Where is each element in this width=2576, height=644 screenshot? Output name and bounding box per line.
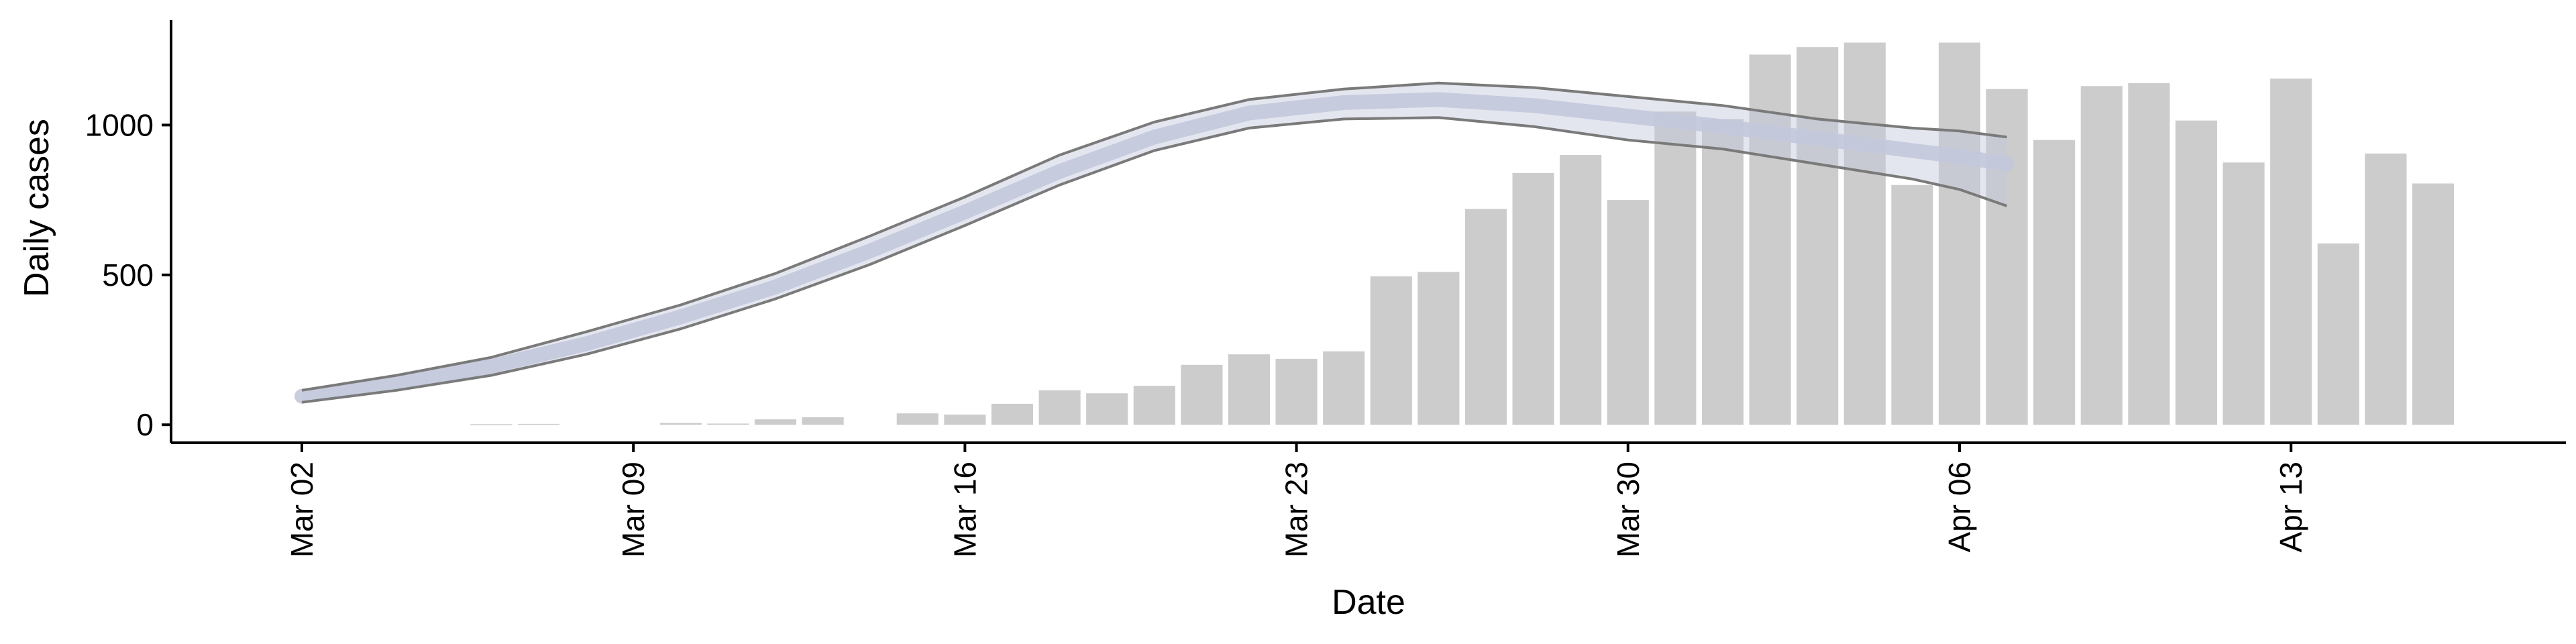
bar-20 xyxy=(1228,354,1271,425)
bar-35 xyxy=(1938,42,1981,425)
bar-9 xyxy=(707,423,749,425)
y-tick-label-500: 500 xyxy=(102,258,154,292)
bar-4 xyxy=(470,424,513,425)
bar-43 xyxy=(2317,243,2359,425)
y-tick-label-0: 0 xyxy=(136,407,154,442)
estimate-median-line xyxy=(294,92,2015,404)
bar-15 xyxy=(991,403,1034,425)
y-axis-title: Daily cases xyxy=(17,119,56,297)
bar-29 xyxy=(1654,111,1697,425)
bar-23 xyxy=(1370,276,1412,425)
x-tick-label-7: Mar 09 xyxy=(616,462,651,557)
x-tick-label-42: Apr 13 xyxy=(2273,462,2308,553)
ticks-layer: 0 500 1000 Mar 02 Mar 09 Mar 16 Mar 23 Mar 30 Ap… xyxy=(85,107,2309,557)
bar-42 xyxy=(2270,78,2312,425)
bars-layer xyxy=(470,42,2455,425)
axes-layer xyxy=(170,20,2566,444)
bar-36 xyxy=(1986,89,2028,425)
bar-13 xyxy=(896,413,938,425)
bar-21 xyxy=(1275,358,1318,425)
bar-38 xyxy=(2080,86,2123,425)
bar-33 xyxy=(1843,42,1886,425)
bar-19 xyxy=(1181,364,1223,425)
bar-18 xyxy=(1133,386,1175,425)
bar-34 xyxy=(1891,184,1933,425)
bar-10 xyxy=(754,419,797,425)
bar-30 xyxy=(1701,119,1744,425)
bar-5 xyxy=(517,423,560,425)
bar-40 xyxy=(2175,120,2218,425)
bar-45 xyxy=(2412,183,2455,425)
bar-28 xyxy=(1607,200,1649,425)
estimate-band-layer xyxy=(294,81,2015,404)
y-tick-label-1000: 1000 xyxy=(85,107,154,142)
x-tick-label-21: Mar 23 xyxy=(1279,462,1314,557)
bar-31 xyxy=(1749,54,1791,425)
x-tick-label-14: Mar 16 xyxy=(947,462,982,557)
bar-14 xyxy=(944,415,986,425)
bar-8 xyxy=(659,423,702,425)
bar-32 xyxy=(1796,47,1839,425)
bar-44 xyxy=(2365,153,2407,425)
estimate-upper-line xyxy=(301,81,2007,392)
bar-16 xyxy=(1038,390,1081,425)
bar-27 xyxy=(1560,155,1602,425)
bar-41 xyxy=(2222,162,2265,425)
bar-24 xyxy=(1417,272,1460,425)
bar-22 xyxy=(1323,351,1365,425)
bar-37 xyxy=(2033,140,2076,425)
bar-11 xyxy=(802,417,844,425)
bar-17 xyxy=(1086,393,1128,425)
bar-26 xyxy=(1512,172,1554,425)
x-tick-label-28: Mar 30 xyxy=(1611,462,1646,557)
estimate-lower-line xyxy=(301,116,2008,404)
x-tick-label-35: Apr 06 xyxy=(1942,462,1977,553)
bar-39 xyxy=(2128,83,2170,425)
x-axis-title: Date xyxy=(1332,583,1405,622)
x-tick-label-0: Mar 02 xyxy=(284,462,319,557)
bar-25 xyxy=(1464,209,1507,425)
